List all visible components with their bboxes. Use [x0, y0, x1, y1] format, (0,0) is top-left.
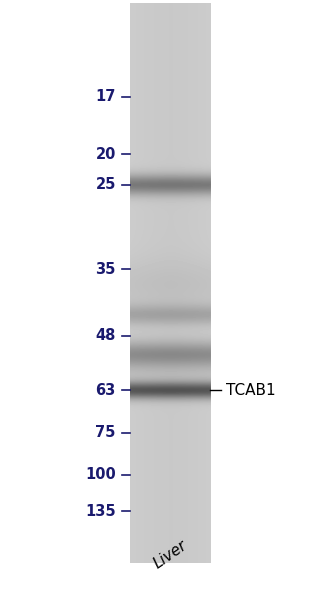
Text: 135: 135	[85, 504, 116, 518]
Text: 48: 48	[95, 329, 116, 343]
Text: 100: 100	[85, 468, 116, 482]
Text: TCAB1: TCAB1	[226, 383, 275, 397]
Text: 63: 63	[95, 383, 116, 397]
Text: Liver: Liver	[150, 538, 189, 572]
Text: 75: 75	[95, 425, 116, 440]
Text: 17: 17	[95, 90, 116, 104]
Text: 25: 25	[95, 177, 116, 192]
Text: 20: 20	[95, 147, 116, 162]
Text: 35: 35	[95, 262, 116, 276]
